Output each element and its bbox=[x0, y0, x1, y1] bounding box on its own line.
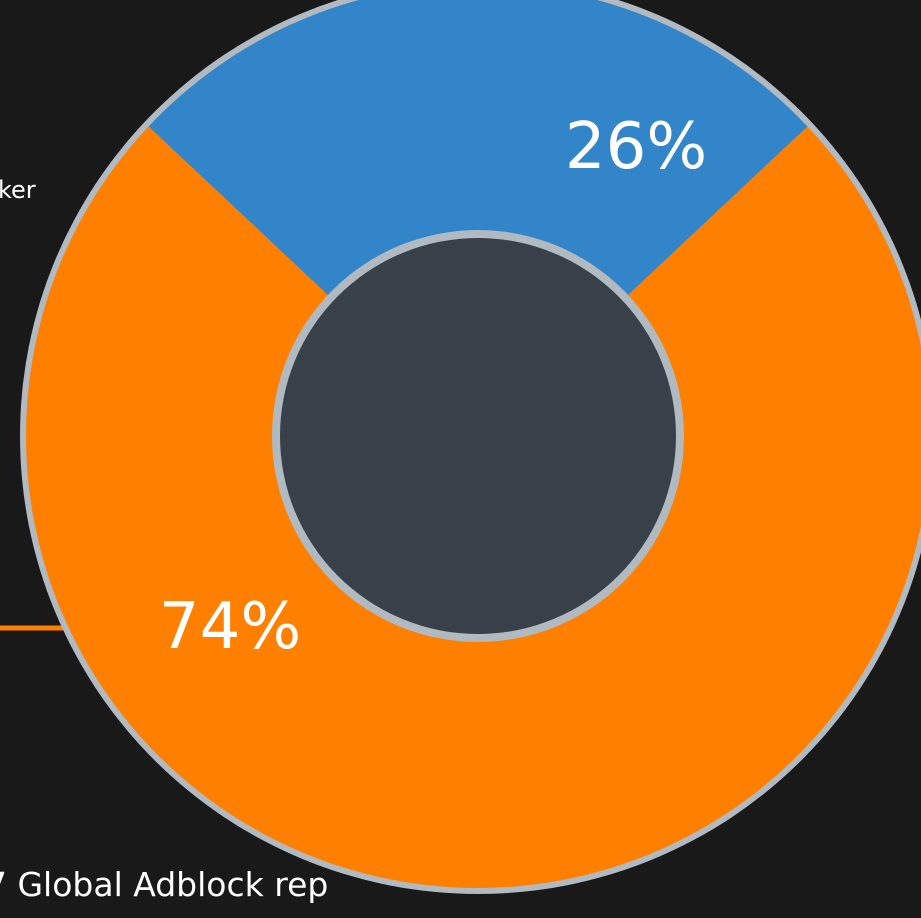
slice-label-74: 74% bbox=[159, 590, 301, 664]
pie-slice-26 bbox=[148, 0, 808, 436]
donut-center-hole bbox=[280, 238, 676, 634]
source-note-fragment: 7 Global Adblock rep bbox=[0, 865, 328, 904]
legend-label-fragment: ker bbox=[0, 176, 36, 204]
slice-label-26: 26% bbox=[565, 110, 707, 184]
